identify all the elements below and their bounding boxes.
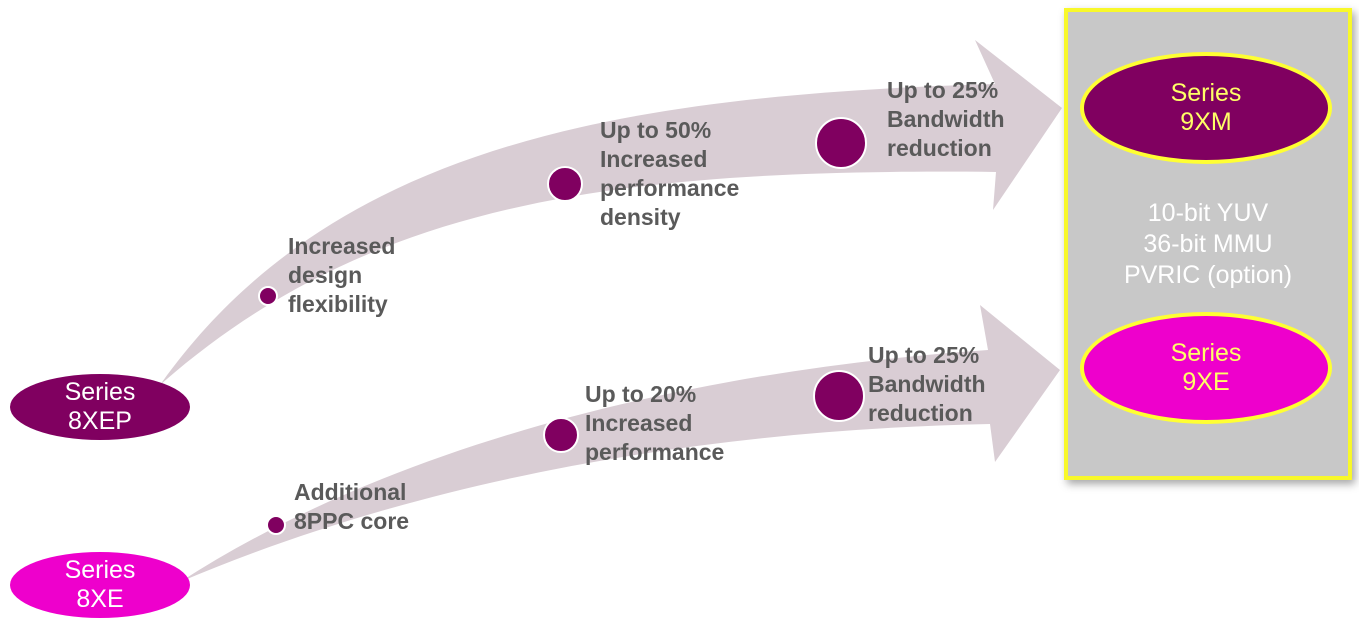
upper-step2-dot (547, 166, 583, 202)
lower-step2-label: Up to 20% Increased performance (585, 380, 724, 467)
upper-step1-label: Increased design flexibility (288, 232, 395, 319)
upper-step2-label: Up to 50% Increased performance density (600, 116, 739, 232)
series-8xep-line2: 8XEP (68, 407, 132, 435)
lower-step1-dot (266, 515, 286, 535)
lower-step2-line2: Increased (585, 410, 693, 436)
upper-step3-label: Up to 25% Bandwidth reduction (887, 76, 1005, 163)
upper-step1-line1: Increased (288, 233, 396, 259)
lower-step2-dot (543, 417, 579, 453)
lower-step1-line2: 8PPC core (294, 508, 410, 534)
upper-step1-line2: design (288, 262, 363, 288)
series-8xe-oval: Series 8XE (10, 552, 190, 618)
lower-step2-line3: performance (585, 439, 725, 465)
upper-step2-line2: Increased (600, 146, 708, 172)
upper-step3-line3: reduction (887, 135, 992, 161)
feature-list: 10-bit YUV 36-bit MMU PVRIC (option) (1064, 198, 1352, 291)
lower-step3-label: Up to 25% Bandwidth reduction (868, 341, 986, 428)
upper-step1-line3: flexibility (288, 291, 388, 317)
series-8xep-oval: Series 8XEP (10, 374, 190, 440)
series-9xm-oval: Series 9XM (1080, 52, 1332, 164)
upper-step2-line3: performance (600, 175, 740, 201)
feature-36bit-mmu: 36-bit MMU (1143, 230, 1273, 258)
series-8xe-line1: Series (64, 556, 136, 584)
feature-10bit-yuv: 10-bit YUV (1147, 199, 1269, 227)
lower-step3-line1: Up to 25% (868, 342, 980, 368)
upper-step3-dot (815, 117, 867, 169)
series-8xe-line2: 8XE (76, 585, 124, 613)
upper-step2-line4: density (600, 204, 681, 230)
upper-step3-line2: Bandwidth (887, 106, 1005, 132)
lower-step3-line3: reduction (868, 400, 973, 426)
upper-step3-line1: Up to 25% (887, 77, 999, 103)
lower-step1-label: Additional 8PPC core (294, 478, 409, 536)
series-8xep-line1: Series (64, 378, 136, 406)
upper-step1-dot (258, 286, 278, 306)
upper-step2-line1: Up to 50% (600, 117, 712, 143)
series-9xm-line1: Series (1170, 79, 1242, 107)
series-9xm-line2: 9XM (1180, 108, 1232, 136)
series-9xe-oval: Series 9XE (1080, 312, 1332, 424)
lower-step3-dot (813, 370, 865, 422)
lower-step2-line1: Up to 20% (585, 381, 697, 407)
series-9xe-line1: Series (1170, 339, 1242, 367)
lower-step3-line2: Bandwidth (868, 371, 986, 397)
series-9xe-line2: 9XE (1182, 368, 1230, 396)
feature-pvric: PVRIC (option) (1123, 261, 1293, 289)
lower-step1-line1: Additional (294, 479, 407, 505)
